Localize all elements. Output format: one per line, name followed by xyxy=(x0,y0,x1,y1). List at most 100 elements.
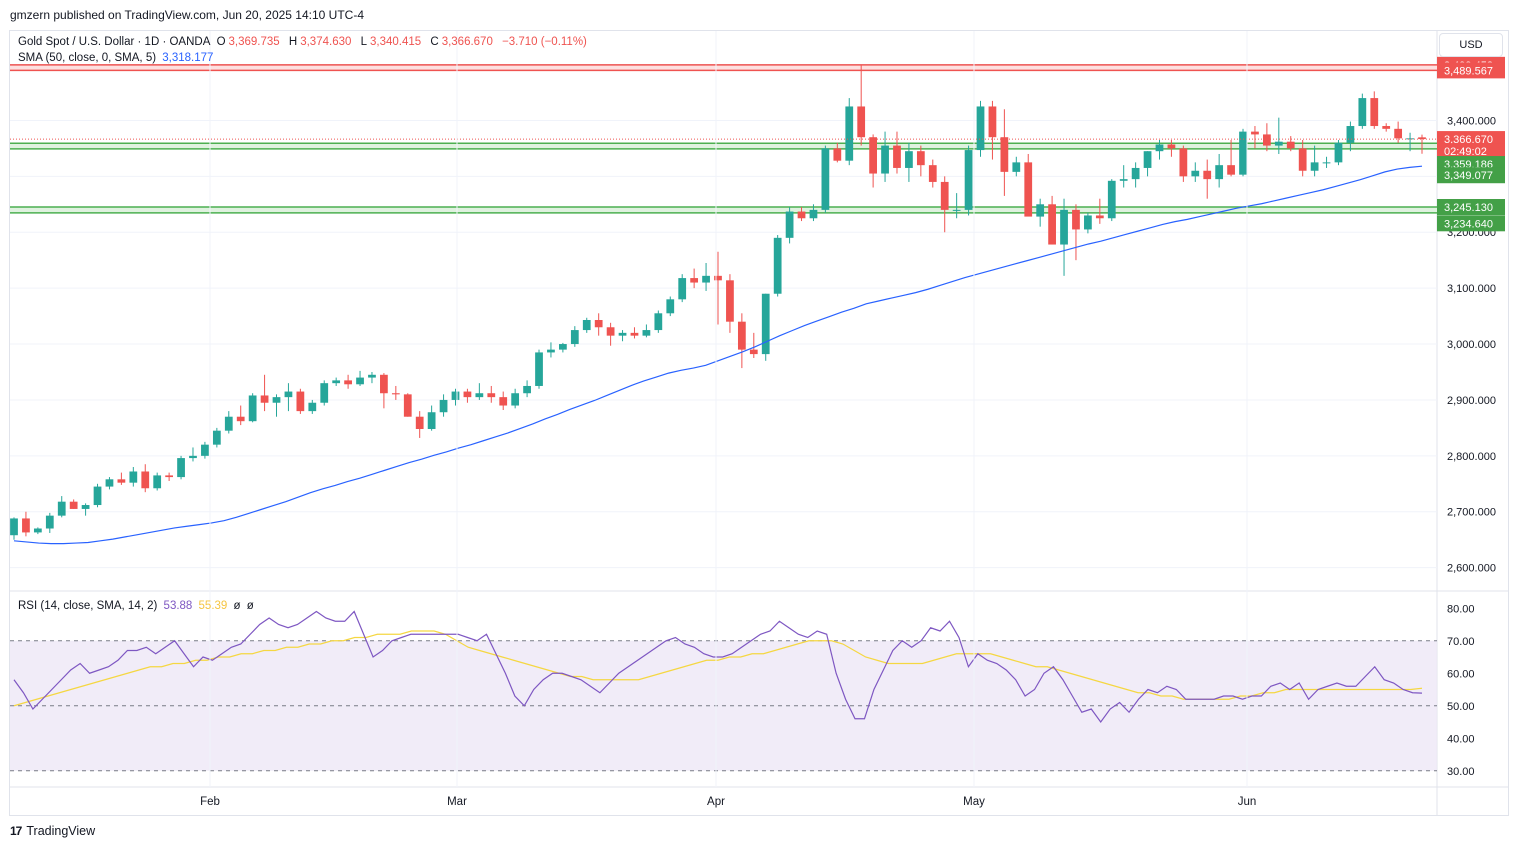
candle-body xyxy=(22,518,30,533)
rsi-tick: 50.00 xyxy=(1447,701,1475,713)
price-change: −3.710 (−0.11%) xyxy=(502,36,587,48)
price-label: 3,489.567 xyxy=(1444,65,1493,77)
candle-body xyxy=(344,380,352,385)
candle-body xyxy=(618,332,627,336)
candle-body xyxy=(499,397,508,406)
candle-body xyxy=(928,165,937,182)
candle-body xyxy=(45,515,54,529)
candle-body xyxy=(570,330,579,345)
tradingview-brand: TradingView xyxy=(26,824,96,838)
candle-body xyxy=(714,275,722,281)
candle-body xyxy=(284,391,293,398)
candle-body xyxy=(272,397,281,403)
price-tick: 2,900.000 xyxy=(1447,395,1496,407)
time-tick: Jun xyxy=(1238,796,1257,808)
candle-body xyxy=(976,106,985,151)
candle-body xyxy=(1179,148,1188,177)
candle-body xyxy=(1048,204,1056,245)
candle-body xyxy=(821,148,830,210)
candle-body xyxy=(594,320,603,328)
candle-body xyxy=(201,444,209,456)
sma-label: SMA (50, close, 0, SMA, 5) xyxy=(18,52,157,64)
candle-body xyxy=(559,344,567,350)
price-label-bg xyxy=(1437,143,1505,160)
rsi-tick: 80.00 xyxy=(1447,603,1475,615)
candle-body xyxy=(212,430,221,445)
candle-body xyxy=(1036,204,1045,217)
candle-body xyxy=(1227,165,1235,175)
candle-body xyxy=(487,393,496,398)
candle-body xyxy=(642,330,651,336)
ohlc-close: C 3,366.670 xyxy=(430,36,493,48)
candle-body xyxy=(1072,209,1080,230)
sma-line xyxy=(13,165,1423,545)
price-label-bg xyxy=(1437,131,1505,148)
candle-body xyxy=(93,486,102,506)
price-tick: 3,000.000 xyxy=(1447,339,1496,351)
tradingview-logo[interactable]: 17 TradingView xyxy=(10,824,95,838)
candle-body xyxy=(1119,179,1128,181)
candle-body xyxy=(1024,162,1033,217)
candle-body xyxy=(1346,126,1355,143)
candle-body xyxy=(785,211,794,238)
rsi-legend[interactable]: RSI (14, close, SMA, 14, 2) 53.88 55.39 … xyxy=(18,600,257,612)
candle-body xyxy=(1095,215,1104,219)
candle-body xyxy=(1286,141,1295,149)
candle-body xyxy=(749,349,758,355)
rsi-tick: 30.00 xyxy=(1447,766,1475,778)
candle-body xyxy=(988,106,997,138)
candle-body xyxy=(630,332,639,336)
price-label: 3,349.077 xyxy=(1444,170,1493,182)
symbol-name[interactable]: Gold Spot / U.S. Dollar · 1D · OANDA xyxy=(18,36,211,48)
candle-body xyxy=(69,501,78,509)
ohlc-low: L 3,340.415 xyxy=(360,36,422,48)
candle-body xyxy=(224,416,233,431)
candle-body xyxy=(236,416,245,422)
currency-button[interactable]: USD xyxy=(1439,33,1503,57)
symbol-legend[interactable]: Gold Spot / U.S. Dollar · 1D · OANDA O 3,… xyxy=(18,36,590,48)
candle-body xyxy=(248,395,257,422)
rsi-tick: 70.00 xyxy=(1447,636,1475,648)
rsi-tick: 40.00 xyxy=(1447,733,1475,745)
support-zone-lower xyxy=(10,207,1437,213)
candle-body xyxy=(916,151,925,166)
price-label-bg xyxy=(1437,167,1505,184)
candle-body xyxy=(547,349,555,353)
support-zone-upper xyxy=(10,143,1437,149)
candle-body xyxy=(391,393,400,395)
candle-body xyxy=(1239,131,1247,175)
candle-body xyxy=(905,151,913,168)
price-label: 3,245.130 xyxy=(1444,202,1493,214)
candle-body xyxy=(582,320,591,331)
rsi-extra-2: ø xyxy=(246,600,254,612)
price-label-bg xyxy=(1437,215,1505,232)
candle-body xyxy=(1406,138,1414,140)
candle-body xyxy=(833,148,842,161)
candle-body xyxy=(726,280,734,322)
price-label-bg xyxy=(1437,199,1505,216)
candle-body xyxy=(773,237,782,294)
sma-legend[interactable]: SMA (50, close, 0, SMA, 5) 3,318.177 xyxy=(18,52,216,64)
rsi-value: 53.88 xyxy=(163,600,193,612)
chart-frame[interactable] xyxy=(9,30,1509,816)
candle-body xyxy=(952,209,961,211)
candle-body xyxy=(356,377,364,385)
candle-body xyxy=(1298,148,1307,171)
candle-body xyxy=(940,181,949,210)
candle-body xyxy=(153,475,162,489)
price-label: 3,366.670 xyxy=(1444,134,1493,146)
price-tick: 2,700.000 xyxy=(1447,507,1496,519)
price-tick: 3,100.000 xyxy=(1447,283,1496,295)
candle-body xyxy=(33,528,42,533)
candle-body xyxy=(1084,215,1092,230)
price-tick: 3,400.000 xyxy=(1447,115,1496,127)
candle-body xyxy=(869,137,877,174)
candle-body xyxy=(1143,151,1152,168)
candle-body xyxy=(427,412,436,430)
candle-body xyxy=(893,145,901,168)
candle-body xyxy=(1012,162,1021,172)
time-tick: Feb xyxy=(200,796,220,808)
candle-body xyxy=(451,391,460,400)
candle-body xyxy=(797,211,806,219)
